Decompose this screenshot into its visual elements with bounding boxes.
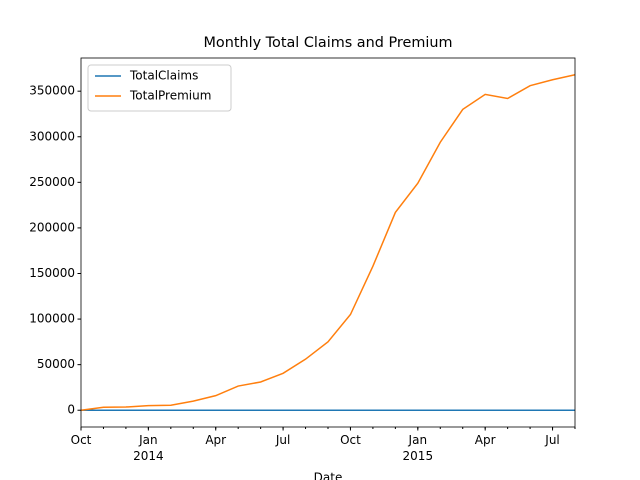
chart-title: Monthly Total Claims and Premium: [203, 35, 452, 51]
x-tick-label: Oct: [340, 433, 361, 447]
y-tick-label: 50000: [37, 357, 75, 371]
legend-box: [87, 64, 232, 112]
y-tick-label: 300000: [29, 129, 75, 143]
x-tick-label: Jan 2014: [133, 433, 164, 463]
legend-label: TotalPremium: [129, 89, 211, 103]
y-tick-label: 0: [67, 403, 75, 417]
line: [80, 74, 576, 411]
x-tick-label: Jul: [545, 433, 560, 447]
y-tick-label: 150000: [29, 266, 75, 280]
y-tick-label: 100000: [29, 312, 75, 326]
y-tick-label: 250000: [29, 175, 75, 189]
x-axis-label: Date: [314, 471, 343, 480]
y-tick-label: 200000: [29, 220, 75, 234]
x-tick-label: Jan 2015: [402, 433, 434, 463]
x-tick-label: Apr: [205, 433, 227, 447]
x-tick-label: Jul: [275, 433, 291, 447]
x-tick-label: Apr: [474, 433, 496, 447]
legend-label: TotalClaims: [129, 69, 198, 83]
x-tick-label: Oct: [70, 433, 92, 447]
y-tick-label: 350000: [29, 84, 75, 98]
plot-frame: [80, 57, 576, 428]
